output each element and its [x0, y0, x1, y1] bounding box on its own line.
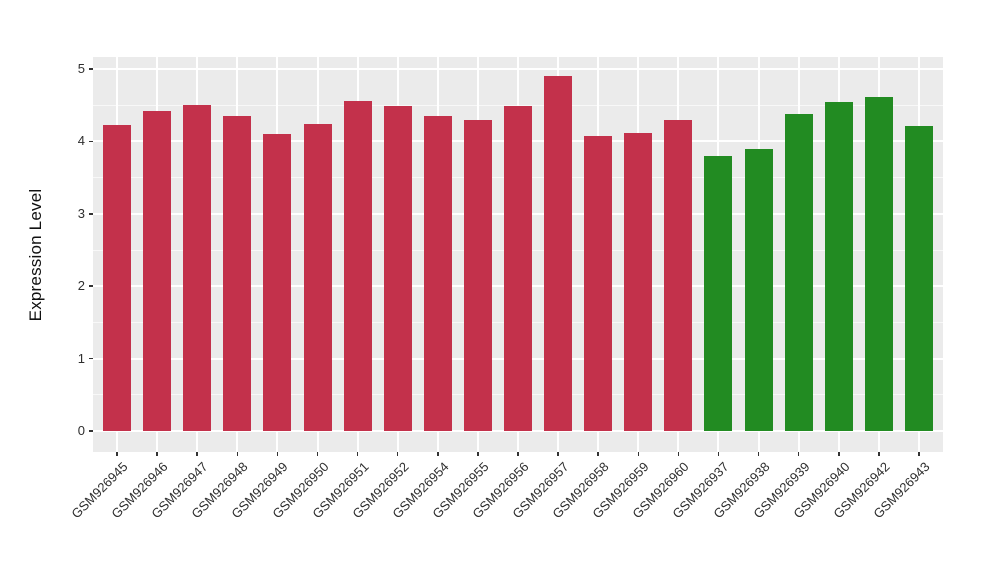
bar-GSM926947	[183, 105, 212, 431]
bar-GSM926946	[143, 110, 172, 431]
x-axis-tick	[677, 452, 680, 456]
bar-GSM926945	[103, 125, 132, 431]
x-axis-tick	[156, 452, 158, 456]
x-axis-tick	[918, 452, 920, 456]
bar-GSM926949	[263, 134, 292, 431]
plot-panel	[93, 57, 943, 452]
x-axis-tick	[597, 452, 599, 456]
y-axis-tick	[89, 285, 93, 287]
bar-GSM926959	[624, 133, 653, 431]
x-axis-tick	[316, 452, 319, 456]
x-axis-tick	[517, 452, 519, 456]
bar-GSM926948	[223, 116, 252, 431]
bar-GSM926952	[383, 105, 412, 431]
bar-GSM926954	[423, 116, 452, 431]
y-axis-tick	[89, 430, 93, 432]
x-axis-tick	[717, 452, 720, 456]
x-axis-tick	[557, 452, 559, 456]
y-axis-tick	[89, 140, 93, 143]
y-tick-label: 2	[77, 278, 85, 294]
y-axis-tick	[89, 213, 93, 215]
x-axis-tick	[838, 452, 840, 456]
bar-GSM926942	[864, 97, 893, 431]
x-axis-tick	[437, 452, 439, 456]
x-axis-tick	[196, 452, 198, 456]
bar-GSM926955	[463, 119, 492, 431]
x-axis-tick	[637, 452, 640, 456]
bar-GSM926958	[584, 136, 613, 431]
y-tick-label: 5	[77, 61, 85, 76]
bar-GSM926937	[704, 155, 733, 431]
y-axis-tick	[89, 357, 93, 360]
bar-GSM926938	[744, 149, 773, 431]
x-axis-tick	[396, 452, 399, 456]
x-axis-tick	[757, 452, 760, 456]
x-axis-tick	[356, 452, 359, 456]
bar-GSM926950	[303, 124, 332, 431]
bar-GSM926960	[664, 120, 693, 431]
bar-GSM926957	[544, 75, 573, 431]
x-axis-tick	[236, 452, 239, 456]
y-tick-label: 1	[77, 350, 85, 366]
bar-GSM926943	[904, 126, 933, 431]
x-axis-tick	[878, 452, 880, 456]
bar-GSM926951	[343, 100, 372, 431]
y-tick-label: 4	[77, 133, 85, 149]
bar-GSM926956	[504, 105, 532, 431]
x-axis-tick	[477, 452, 479, 456]
y-axis-tick	[89, 68, 93, 70]
x-axis-tick	[276, 452, 279, 456]
y-tick-label: 3	[77, 205, 85, 221]
bar-GSM926939	[784, 113, 813, 431]
x-axis-tick	[797, 452, 800, 456]
x-axis-tick	[116, 452, 118, 456]
y-tick-label: 0	[77, 423, 85, 438]
bar-GSM926940	[824, 101, 853, 431]
